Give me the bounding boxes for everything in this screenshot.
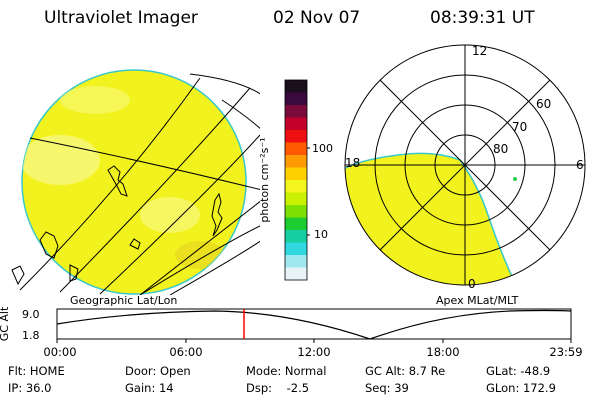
- colorbar-swatch: [285, 142, 307, 156]
- altitude-xtick-1200: 12:00: [297, 345, 330, 359]
- altitude-curve: [56, 309, 572, 340]
- mlt-label-12: 12: [472, 44, 488, 58]
- colorbar-label-10: 10: [314, 228, 328, 241]
- geo-grid-lines: [19, 73, 260, 295]
- altitude-xtick-2359: 23:59: [549, 345, 582, 359]
- status-gc-alt: GC Alt: 8.7 Re: [365, 364, 446, 378]
- colorbar-swatch: [285, 205, 307, 218]
- colorbar-swatch: [285, 255, 307, 268]
- status-mode: Mode: Normal: [246, 364, 327, 378]
- polar-grid: [344, 44, 586, 286]
- colorbar-swatch: [285, 80, 307, 93]
- geo-coastlines: [11, 165, 223, 286]
- geographic-map: [11, 69, 260, 295]
- altitude-axis-label: GC Alt: [0, 306, 11, 341]
- mlat-label-70: 70: [512, 120, 528, 134]
- status-glat: GLat: -48.9: [486, 364, 551, 378]
- status-door: Door: Open: [125, 364, 191, 378]
- status-gain: Gain: 14: [125, 381, 174, 395]
- altitude-plot-frame: [56, 308, 572, 340]
- status-glon: GLon: 172.9: [486, 381, 556, 395]
- colorbar-label-100: 100: [312, 142, 333, 155]
- colorbar-swatch: [285, 180, 307, 193]
- altitude-xticks: [56, 339, 572, 343]
- colorbar-swatch: [285, 130, 307, 143]
- mlt-label-18: 18: [345, 156, 361, 170]
- altitude-ytick-1: 1.8: [22, 329, 40, 342]
- status-flt: Flt: HOME: [8, 364, 65, 378]
- colorbar: photon cm⁻²s⁻¹: [260, 79, 310, 281]
- geo-texture: [22, 86, 225, 269]
- altitude-xtick-1800: 18:00: [426, 345, 459, 359]
- colorbar-swatch: [285, 242, 307, 256]
- polar-spacecraft-marker: [513, 177, 517, 181]
- colorbar-swatch: [285, 155, 307, 168]
- polar-map-caption: Apex MLat/MLT: [436, 294, 519, 307]
- altitude-ytick-9: 9.0: [22, 308, 40, 321]
- status-dsp: Dsp: -2.5: [246, 381, 310, 395]
- colorbar-swatch: [285, 217, 307, 231]
- geo-map-caption: Geographic Lat/Lon: [70, 294, 178, 307]
- instrument-title: Ultraviolet Imager: [44, 8, 198, 28]
- colorbar-swatch: [285, 267, 307, 281]
- colorbar-swatch: [285, 167, 307, 181]
- altitude-xtick-0000: 00:00: [43, 345, 76, 359]
- geo-image-disk: [21, 69, 247, 295]
- colorbar-swatch: [285, 105, 307, 118]
- colorbar-swatches: [285, 80, 307, 281]
- status-ip: IP: 36.0: [8, 381, 52, 395]
- colorbar-swatch: [285, 92, 307, 106]
- polar-map: [344, 44, 586, 286]
- observation-date: 02 Nov 07: [273, 8, 361, 28]
- colorbar-swatch: [285, 230, 307, 243]
- colorbar-unit-label: photon cm⁻²s⁻¹: [260, 137, 271, 222]
- colorbar-swatch: [285, 192, 307, 206]
- observation-time: 08:39:31 UT: [430, 8, 535, 28]
- colorbar-frame: [284, 79, 308, 281]
- mlt-label-6: 6: [576, 158, 584, 172]
- mlat-label-80: 80: [493, 142, 509, 156]
- mlat-label-60: 60: [536, 97, 552, 111]
- status-seq: Seq: 39: [365, 381, 409, 395]
- altitude-xtick-0600: 06:00: [169, 345, 202, 359]
- altitude-plot: GC Alt 9.0 1.8 00:00 06:00 12:00 18:00 2…: [0, 306, 583, 359]
- colorbar-swatch: [285, 117, 307, 131]
- mlt-label-0: 0: [468, 277, 476, 291]
